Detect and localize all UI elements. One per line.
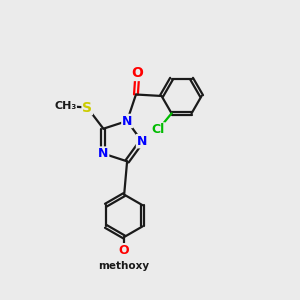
Text: N: N (98, 147, 109, 160)
Text: N: N (122, 115, 132, 128)
Text: O: O (131, 66, 143, 80)
Text: Cl: Cl (152, 123, 165, 136)
Text: O: O (119, 244, 130, 257)
Text: N: N (136, 135, 147, 148)
Text: S: S (82, 100, 92, 115)
Text: CH₃: CH₃ (54, 101, 76, 111)
Text: methoxy: methoxy (99, 261, 150, 271)
